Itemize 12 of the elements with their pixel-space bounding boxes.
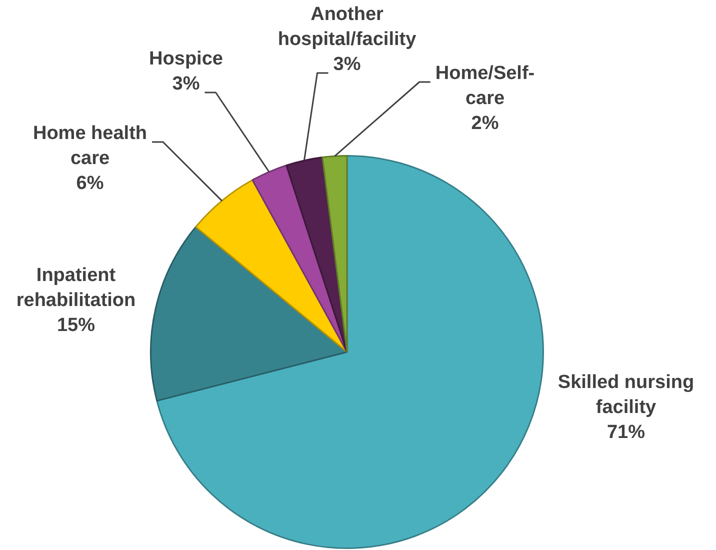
slice-label: Hospice [149,48,223,70]
slice-label: Another hospital/facility [278,4,417,50]
slice-label: Inpatient rehabilitation [16,265,136,312]
data-label: 6% [76,173,104,194]
data-label: 3% [333,54,361,76]
slice-label: Home/Self-care [435,63,535,110]
data-label: 2% [471,113,499,134]
data-label: 3% [172,74,200,95]
slice-label: Home health care [32,123,148,170]
slice-label: Skilled nursing facility [558,372,694,418]
data-label: 15% [56,315,96,336]
data-label: 71% [606,422,646,444]
